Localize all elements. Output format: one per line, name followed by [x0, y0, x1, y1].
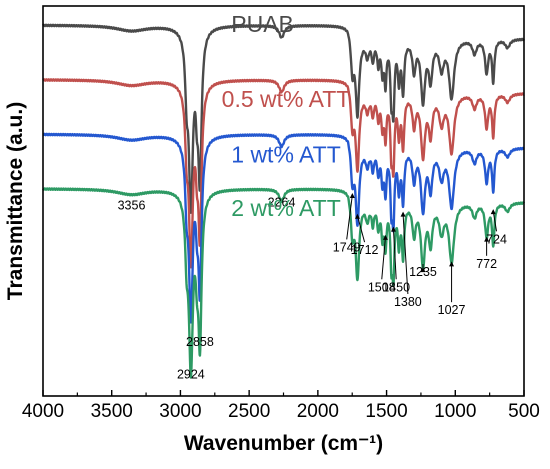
peak-arrow	[402, 213, 409, 295]
peak-label: 1235	[409, 265, 437, 279]
x-tick-label: 2000	[297, 401, 339, 422]
series-labels: PUAB 0.5 wt% ATT 1 wt% ATT 2 wt% ATT	[222, 11, 351, 221]
spectra-curves	[41, 23, 526, 379]
peak-label: 2858	[186, 335, 214, 349]
peak-label: 724	[486, 232, 507, 246]
peak-arrowhead	[349, 192, 355, 198]
series-line	[41, 187, 526, 379]
series-label: PUAB	[231, 11, 294, 37]
series-label: 2 wt% ATT	[231, 195, 341, 221]
peak-label: 1380	[394, 295, 422, 309]
peak-arrow	[356, 215, 366, 243]
peak-arrow	[392, 228, 397, 280]
x-tick-label: 1000	[434, 401, 476, 422]
peak-arrowhead	[400, 211, 406, 217]
peak-label: 1450	[382, 280, 410, 294]
peak-arrow	[381, 236, 386, 280]
peak-arrowhead	[420, 267, 426, 273]
peak-label: 1712	[351, 243, 379, 257]
x-tick-label: 3000	[159, 401, 201, 422]
peak-label: 772	[476, 257, 497, 271]
series-label: 1 wt% ATT	[231, 142, 341, 168]
peak-arrowhead	[484, 236, 490, 242]
peak-label: 1508	[368, 280, 396, 294]
x-axis-title: Wavenumber (cm⁻¹)	[184, 432, 383, 455]
peak-label: 2264	[268, 196, 296, 210]
series-line	[42, 132, 525, 324]
peak-arrow	[346, 194, 353, 240]
peak-arrow	[492, 211, 498, 232]
peak-arrowhead	[490, 209, 496, 215]
y-axis-title: Transmittance (a.u.)	[4, 102, 27, 300]
peak-arrowhead	[354, 213, 360, 219]
series-line	[41, 23, 526, 214]
series-label: 0.5 wt% ATT	[222, 86, 351, 112]
peak-label: 3356	[118, 198, 146, 212]
series-line	[42, 78, 525, 269]
peak-label: 1749	[333, 240, 361, 254]
x-tick-label: 2500	[228, 401, 270, 422]
peak-arrowhead	[449, 261, 455, 267]
peak-arrowhead	[390, 226, 396, 232]
x-axis-ticks: 4000 3500 3000 2500 2000 1500 1000 500	[22, 390, 540, 422]
peak-arrowhead	[382, 234, 388, 240]
peak-label: 1027	[438, 303, 466, 317]
x-tick-label: 4000	[22, 401, 64, 422]
x-tick-label: 3500	[91, 401, 133, 422]
x-tick-label: 1500	[365, 401, 407, 422]
x-tick-label: 500	[508, 401, 540, 422]
peak-label: 2924	[177, 368, 205, 382]
